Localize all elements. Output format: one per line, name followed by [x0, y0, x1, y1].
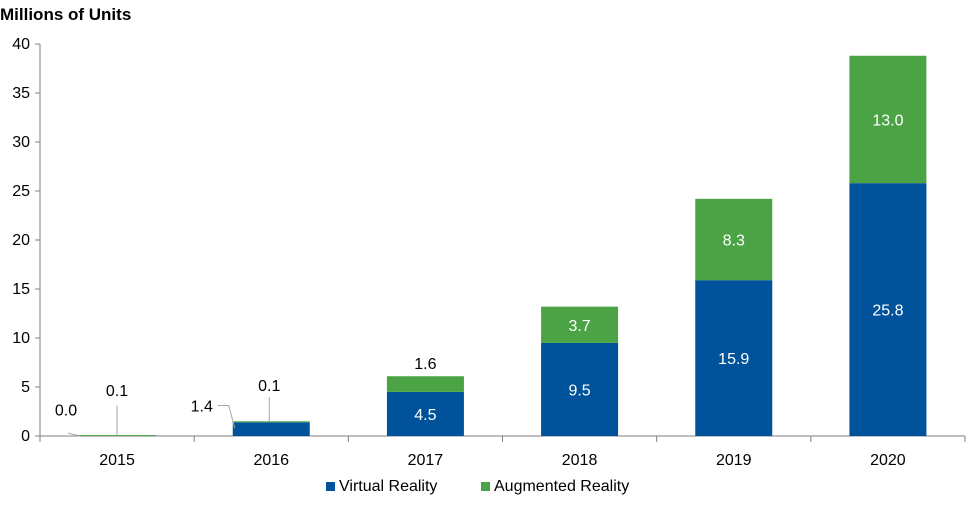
data-label-augmented-reality: 1.6 — [414, 356, 436, 373]
bar-virtual-reality — [695, 280, 773, 436]
data-label-virtual-reality: 15.9 — [718, 351, 749, 368]
data-label-virtual-reality: 25.8 — [872, 303, 903, 320]
leader-line — [217, 405, 236, 429]
y-tick-label: 15 — [12, 281, 30, 298]
bar-augmented-reality — [541, 306, 619, 343]
data-label-augmented-reality: 8.3 — [723, 233, 745, 250]
leader-line — [67, 432, 81, 437]
bar-augmented-reality — [695, 198, 773, 281]
bar-virtual-reality — [849, 183, 927, 436]
data-label-augmented-reality: 0.1 — [258, 378, 280, 395]
y-tick-label: 0 — [21, 428, 30, 445]
legend-label-augmented-reality: Augmented Reality — [494, 478, 629, 495]
legend-swatch-augmented-reality — [481, 482, 490, 491]
data-label-virtual-reality: 1.4 — [191, 399, 213, 416]
data-label-augmented-reality: 13.0 — [872, 112, 903, 129]
data-labels: 0.0 0.1 1.4 0.1 4.5 1.6 9.5 3.7 15.9 8.3 25.8 13.0 — [55, 112, 904, 437]
legend: Virtual Reality Augmented Reality — [326, 478, 629, 495]
x-tick-label: 2019 — [716, 452, 752, 469]
bar-virtual-reality — [232, 422, 310, 436]
bar-virtual-reality — [541, 342, 619, 436]
bars — [78, 55, 927, 436]
data-label-virtual-reality: 0.0 — [55, 402, 77, 419]
x-tick-label: 2017 — [408, 452, 444, 469]
legend-swatch-virtual-reality — [326, 482, 335, 491]
x-tick-label: 2018 — [562, 452, 598, 469]
x-tick-label: 2020 — [870, 452, 906, 469]
bar-augmented-reality — [232, 421, 310, 423]
y-tick-label: 30 — [12, 134, 30, 151]
y-tick-label: 20 — [12, 232, 30, 249]
bar-augmented-reality — [849, 55, 927, 184]
bar-virtual-reality — [386, 391, 464, 436]
chart-title: Millions of Units — [0, 5, 131, 24]
y-tick-label: 10 — [12, 330, 30, 347]
data-label-augmented-reality: 0.1 — [106, 383, 128, 400]
x-tick-label: 2015 — [99, 452, 135, 469]
y-tick-label: 5 — [21, 379, 30, 396]
y-tick-label: 40 — [12, 36, 30, 53]
y-tick-label: 35 — [12, 85, 30, 102]
data-label-augmented-reality: 3.7 — [568, 318, 590, 335]
data-label-virtual-reality: 4.5 — [414, 407, 436, 424]
y-tick-label: 25 — [12, 183, 30, 200]
axes: 0 5 10 15 20 25 30 35 40 2015 2016 2017 2018 2019 2020 — [12, 36, 966, 469]
legend-label-virtual-reality: Virtual Reality — [339, 478, 437, 495]
bar-augmented-reality — [386, 376, 464, 392]
data-label-virtual-reality: 9.5 — [568, 382, 590, 399]
x-tick-label: 2016 — [253, 452, 289, 469]
